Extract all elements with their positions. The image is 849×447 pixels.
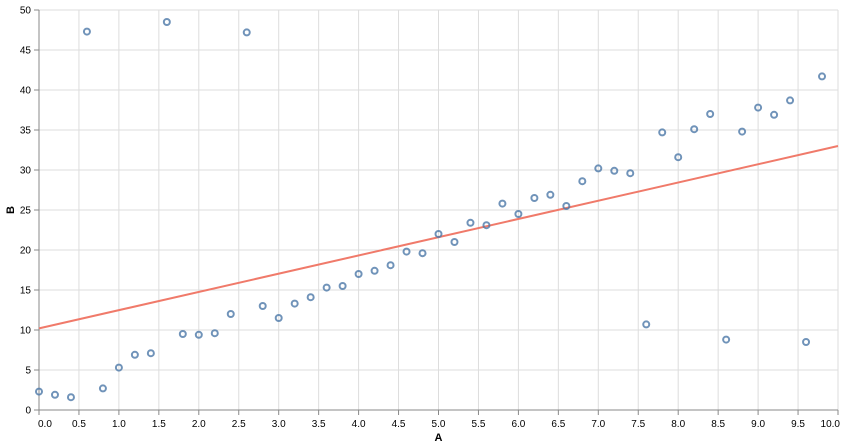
data-point: [498, 199, 507, 208]
y-tick-label: 40: [20, 86, 32, 97]
data-point: [482, 221, 491, 230]
data-point: [514, 210, 523, 218]
x-tick-label: 8.0: [671, 419, 685, 430]
data-point: [466, 218, 475, 227]
data-point: [626, 169, 635, 178]
x-tick-label: 9.5: [791, 419, 805, 430]
x-tick-label: 5.5: [471, 419, 485, 430]
data-point: [546, 190, 555, 199]
x-tick-label: 8.5: [711, 419, 725, 430]
data-point: [642, 320, 651, 329]
x-tick-label: 1.0: [112, 419, 126, 430]
x-tick-label: 9.0: [751, 419, 765, 430]
data-point: [66, 393, 75, 402]
data-point: [786, 96, 795, 105]
data-point: [194, 330, 203, 339]
data-point: [418, 249, 427, 258]
axes: 0.0 0.5 1.0 1.5 2.0 2.5 3.0 3.5 4.0 4.5 5.0 5.5 6.0 6…: [20, 6, 841, 431]
x-tick-label: 10.0: [821, 419, 841, 430]
data-point: [35, 387, 43, 396]
y-tick-label: 25: [20, 206, 32, 217]
y-tick-label: 20: [20, 246, 32, 257]
data-point: [306, 293, 315, 302]
data-point: [146, 349, 155, 358]
data-point: [242, 28, 251, 37]
x-tick-label: 7.5: [631, 419, 645, 430]
data-point: [770, 110, 779, 119]
data-point: [402, 247, 411, 256]
data-point: [386, 261, 395, 270]
data-point: [178, 330, 187, 338]
data-point: [98, 384, 107, 393]
data-point: [114, 363, 123, 372]
data-point: [450, 238, 459, 246]
data-point: [226, 310, 235, 318]
x-tick-label: 7.0: [591, 419, 605, 430]
x-tick-label: 2.5: [232, 419, 246, 430]
x-tick-label: 4.0: [352, 419, 366, 430]
data-point: [434, 230, 443, 238]
grid: [38, 9, 839, 411]
x-tick-label: 6.5: [551, 419, 565, 430]
y-tick-label: 45: [20, 46, 32, 57]
data-point: [658, 128, 667, 137]
data-point: [338, 282, 347, 290]
data-point: [354, 270, 363, 278]
y-tick-label: 5: [25, 366, 31, 377]
x-tick-label: 5.0: [432, 419, 446, 430]
points-group: [35, 18, 827, 402]
data-point: [738, 127, 747, 136]
x-axis-title: A: [435, 432, 443, 444]
y-tick-label: 30: [20, 166, 32, 177]
data-point: [274, 314, 283, 322]
data-point: [610, 166, 619, 175]
data-point: [690, 125, 699, 134]
data-point: [594, 164, 603, 173]
data-point: [674, 153, 683, 162]
y-tick-label: 10: [20, 326, 32, 337]
data-point: [82, 27, 91, 36]
x-tick-label: 3.5: [312, 419, 326, 430]
data-point: [322, 283, 331, 292]
data-point: [754, 103, 763, 112]
x-tick-label: 3.0: [272, 419, 286, 430]
y-tick-label: 0: [25, 406, 31, 417]
y-tick-label: 50: [20, 6, 32, 17]
data-point: [50, 390, 59, 399]
y-axis-title: B: [5, 206, 17, 214]
x-tick-label: 0.5: [72, 419, 86, 430]
data-point: [562, 202, 571, 210]
data-point: [258, 302, 267, 310]
y-tick-label: 15: [20, 286, 32, 297]
data-point: [130, 350, 139, 359]
data-point: [802, 338, 811, 346]
data-point: [706, 110, 715, 118]
data-point: [530, 194, 539, 202]
data-point: [578, 177, 587, 186]
data-point: [722, 335, 731, 344]
data-point: [162, 18, 171, 26]
x-tick-label: 6.0: [511, 419, 525, 430]
data-point: [818, 72, 827, 81]
x-tick-label: 0.0: [38, 419, 52, 430]
x-tick-label: 2.0: [192, 419, 206, 430]
y-tick-label: 35: [20, 126, 32, 137]
data-point: [210, 329, 219, 338]
data-point: [290, 299, 299, 308]
x-tick-label: 1.5: [152, 419, 166, 430]
data-point: [370, 266, 379, 275]
x-tick-label: 4.5: [392, 419, 406, 430]
